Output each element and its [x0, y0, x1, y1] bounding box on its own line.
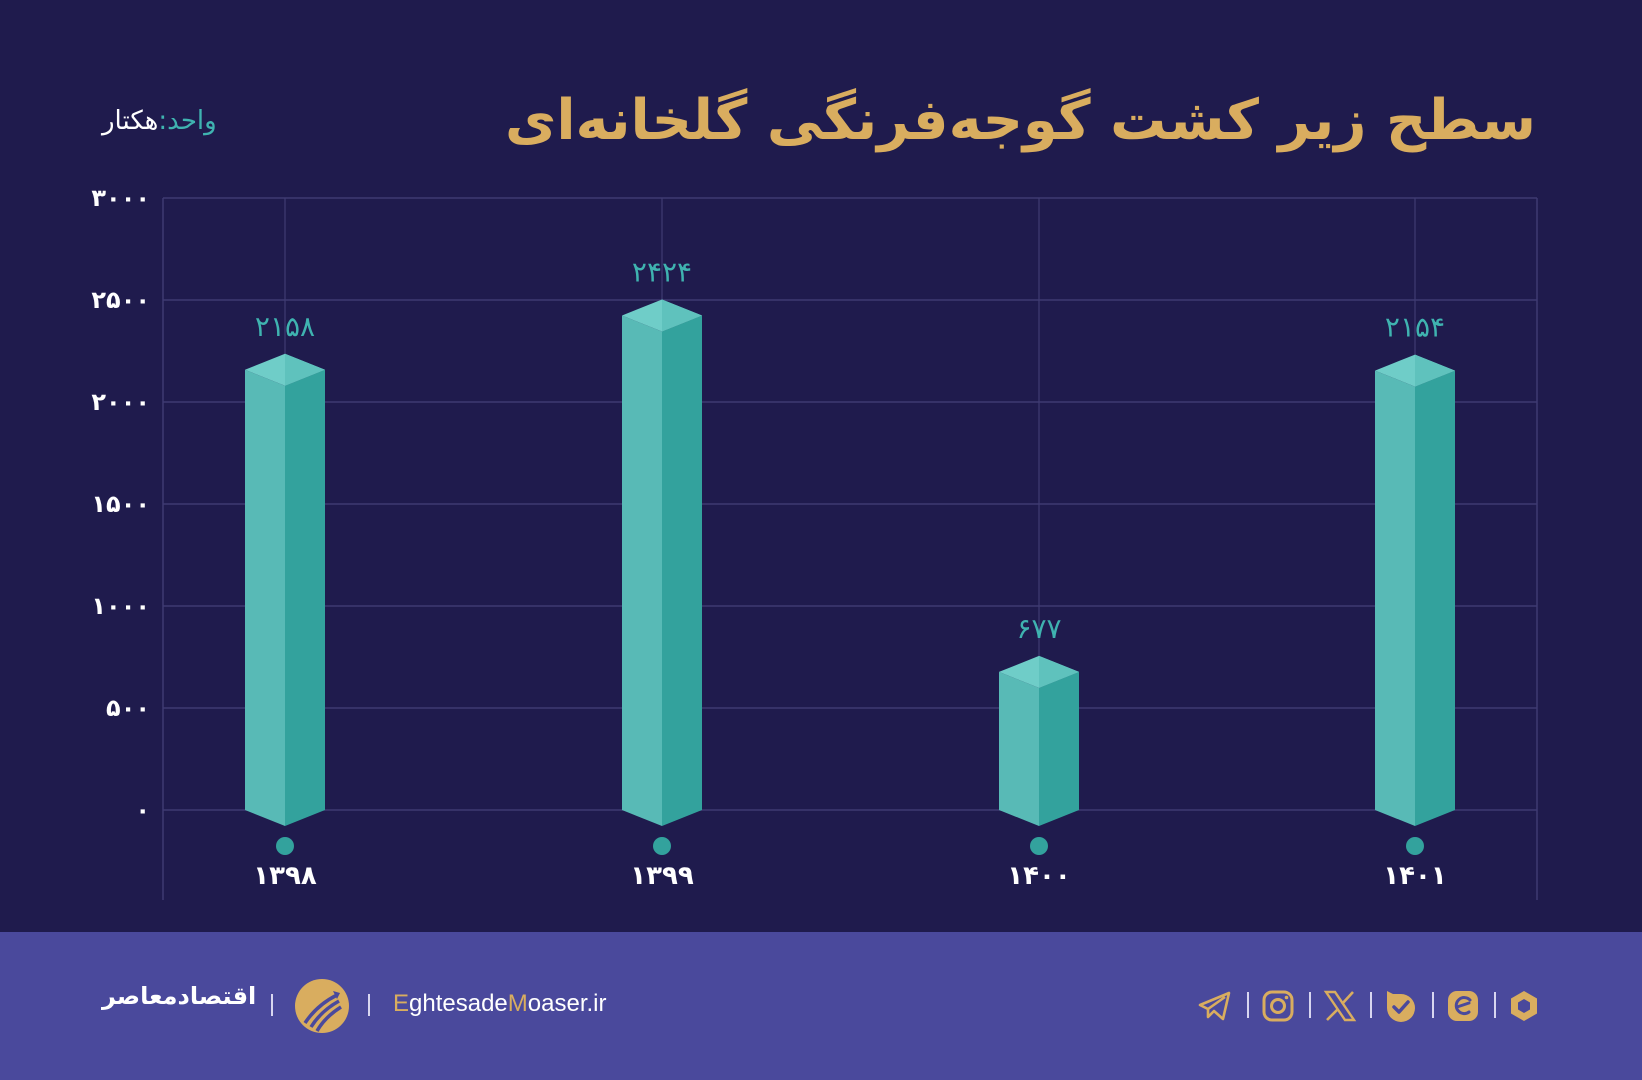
brand-name: اقتصادمعاصر: [102, 982, 257, 1010]
unit-value: هکتار: [102, 106, 159, 136]
bar: [1375, 354, 1455, 826]
divider: [1370, 992, 1372, 1018]
bar: [245, 353, 325, 826]
y-tick-label: ۳۰۰۰: [91, 184, 150, 212]
x-category-label: ۱۳۹۹: [630, 861, 694, 891]
y-tick-label: ۲۰۰۰: [91, 388, 150, 416]
y-tick-label: ۱۵۰۰: [91, 490, 150, 518]
site-accent-e: E: [393, 990, 410, 1017]
site-accent-m: M: [507, 990, 528, 1017]
y-tick-label: ۱۰۰۰: [91, 592, 150, 620]
bar: [999, 655, 1079, 826]
category-dot: [1406, 837, 1424, 855]
bar-chart: ۰ ۵۰۰ ۱۰۰۰ ۱۵۰۰ ۲۰۰۰ ۲۵۰۰ ۳۰۰۰ ۲۱۵۸ ۱۳۹۸ ۲۴۲۴ ۱۳۹۹…: [91, 184, 1538, 900]
unit-label: واحد:هکتار: [102, 106, 217, 136]
site-part2: oaser.ir: [527, 990, 607, 1017]
bar-value-label: ۲۱۵۴: [1385, 311, 1445, 344]
divider: [271, 994, 273, 1016]
x-icon[interactable]: [1322, 988, 1358, 1024]
site-part1: ghtesade: [409, 990, 508, 1017]
category-dot: [276, 837, 294, 855]
y-tick-label: ۲۵۰۰: [91, 286, 150, 314]
bar: [622, 299, 702, 826]
divider: [1309, 992, 1311, 1018]
y-tick-label: ۵۰۰: [106, 694, 150, 722]
divider: [1494, 992, 1496, 1018]
bar-value-label: ۲۱۵۸: [255, 310, 315, 343]
x-category-label: ۱۴۰۰: [1007, 861, 1070, 891]
y-tick-label: ۰: [135, 796, 150, 824]
telegram-icon[interactable]: [1197, 988, 1233, 1024]
eitaa-icon[interactable]: [1445, 988, 1481, 1024]
website-link[interactable]: EghtesadeMoaser.ir: [393, 990, 606, 1018]
instagram-icon[interactable]: [1260, 988, 1296, 1024]
unit-caption: واحد:: [158, 106, 217, 136]
divider: [368, 994, 370, 1016]
bale-icon[interactable]: [1383, 988, 1419, 1024]
bar-value-label: ۶۷۷: [1016, 612, 1061, 645]
footer: اقتصادمعاصر EghtesadeMoaser.ir: [0, 932, 1642, 1080]
category-dot: [653, 837, 671, 855]
x-category-label: ۱۳۹۸: [253, 861, 317, 891]
divider: [1247, 992, 1249, 1018]
x-category-label: ۱۴۰۱: [1383, 861, 1446, 891]
chart-title: سطح زیر کشت گوجه‌فرنگی گلخانه‌ای: [505, 88, 1537, 153]
bar-value-label: ۲۴۲۴: [632, 256, 692, 289]
category-dot: [1030, 837, 1048, 855]
rubika-icon[interactable]: [1506, 988, 1542, 1024]
divider: [1432, 992, 1434, 1018]
brand-logo-icon: [295, 979, 349, 1033]
